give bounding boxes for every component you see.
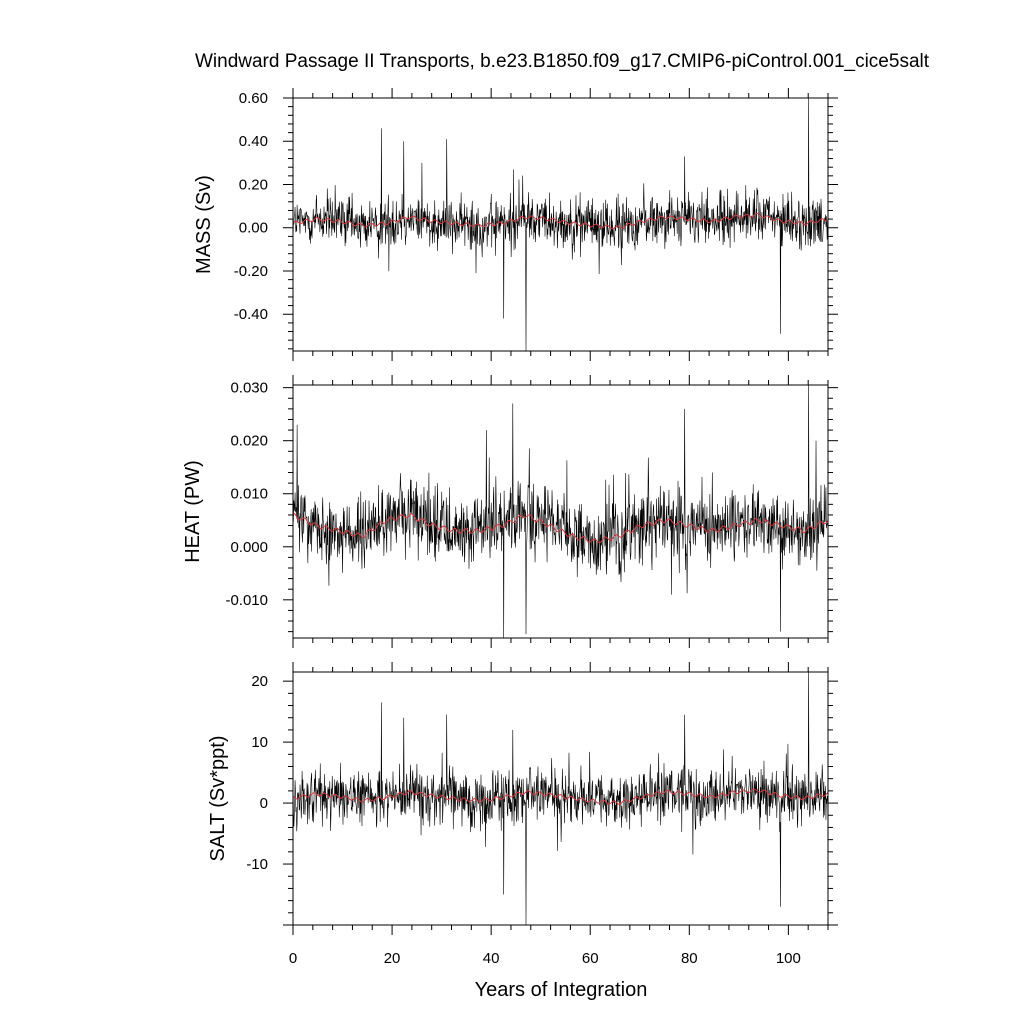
- y-tick-label: 10: [251, 734, 268, 751]
- x-tick-label: 60: [582, 950, 599, 967]
- salt-ylabel: SALT (Sv*ppt): [207, 736, 229, 862]
- raw-series-line: [292, 97, 829, 352]
- chart-title: Windward Passage II Transports, b.e23.B1…: [195, 51, 930, 72]
- y-tick-label: 0.20: [239, 176, 268, 193]
- mass-plot-frame: [292, 97, 829, 352]
- salt-plot-frame: [292, 671, 829, 926]
- y-tick-label: 0.010: [230, 486, 268, 503]
- y-tick-label: 0.40: [239, 133, 268, 150]
- y-tick-label: 0: [260, 795, 268, 812]
- raw-series-line: [292, 384, 829, 639]
- panel-salt: -10 0 10 20 SALT (Sv*ppt) 0 20 40 60 80 100 Year…: [207, 662, 838, 1001]
- x-tick-label: 20: [384, 950, 401, 967]
- x-tick-labels: 0 20 40 60 80 100: [289, 950, 801, 967]
- y-tick-label: 0.030: [230, 380, 268, 397]
- y-tick-label: -10: [246, 856, 268, 873]
- smoothed-series-line: [292, 212, 829, 230]
- salt-series-lines: [292, 671, 829, 926]
- mass-ylabel: MASS (Sv): [193, 175, 215, 274]
- y-tick-label: 20: [251, 673, 268, 690]
- salt-axis-ticks: -10 0 10 20: [246, 662, 838, 935]
- panel-heat: -0.010 0.000 0.010 0.020 0.030 HEAT (PW): [182, 375, 838, 648]
- y-tick-label: -0.20: [234, 263, 268, 280]
- x-tick-label: 80: [681, 950, 698, 967]
- heat-axis-ticks: -0.010 0.000 0.010 0.020 0.030: [225, 375, 838, 648]
- x-axis-title: Years of Integration: [475, 979, 648, 1001]
- x-tick-label: 40: [483, 950, 500, 967]
- raw-series-line: [292, 671, 829, 926]
- x-tick-label: 100: [776, 950, 801, 967]
- y-tick-label: -0.40: [234, 306, 268, 323]
- y-tick-label: 0.020: [230, 433, 268, 450]
- heat-plot-frame: [292, 384, 829, 639]
- y-tick-label: 0.60: [239, 90, 268, 107]
- mass-series-lines: [292, 97, 829, 352]
- smoothed-series-line: [292, 512, 829, 544]
- heat-series-lines: [292, 384, 829, 639]
- panel-mass: -0.40 -0.20 0.00 0.20 0.40 0.60 MASS (Sv): [193, 88, 838, 361]
- smoothed-series-line: [292, 788, 829, 806]
- y-tick-label: 0.000: [230, 539, 268, 556]
- heat-ylabel: HEAT (PW): [182, 460, 204, 563]
- mass-axis-ticks: -0.40 -0.20 0.00 0.20 0.40 0.60: [234, 88, 838, 361]
- y-tick-label: -0.010: [225, 592, 268, 609]
- y-tick-label: 0.00: [239, 220, 268, 237]
- x-tick-label: 0: [289, 950, 297, 967]
